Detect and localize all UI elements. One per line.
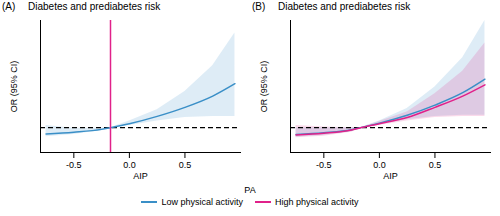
svg-text:0.5: 0.5 (179, 160, 192, 170)
svg-text:0.0: 0.0 (373, 160, 386, 170)
html-text:(B): (B) (252, 1, 266, 12)
svg-text:AIP: AIP (133, 171, 148, 181)
svg-text:0.5: 0.5 (429, 160, 442, 170)
svg-text:OR (95% CI): OR (95% CI) (259, 61, 269, 113)
svg-text:AIP: AIP (383, 171, 398, 181)
svg-text:-0.5: -0.5 (66, 160, 82, 170)
html-text:Diabetes and prediabetes risk: Diabetes and prediabetes risk (278, 1, 411, 12)
html-text:PA: PA (244, 185, 256, 195)
html-text:High physical activity: High physical activity (275, 197, 359, 207)
svg-text:OR (95% CI): OR (95% CI) (9, 61, 19, 113)
svg-text:-0.5: -0.5 (316, 160, 332, 170)
html-text:(A): (A) (2, 1, 16, 12)
html-text:Low physical activity: Low physical activity (161, 197, 243, 207)
html-text:Diabetes and prediabetes risk: Diabetes and prediabetes risk (28, 1, 161, 12)
svg-text:0.0: 0.0 (123, 160, 136, 170)
